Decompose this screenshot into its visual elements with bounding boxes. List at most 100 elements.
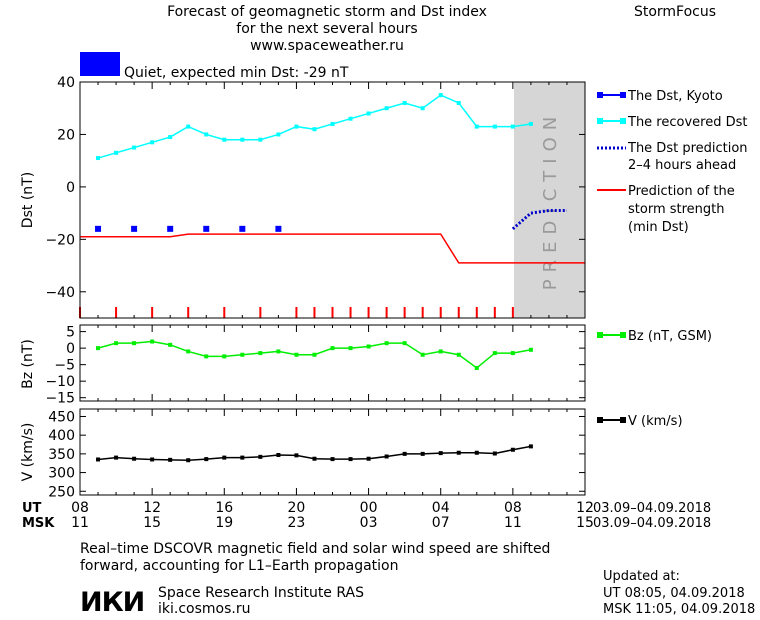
msk-tick-label: 19 [215, 515, 233, 531]
ut-tick-label: 16 [215, 500, 233, 516]
institute-site: iki.cosmos.ru [158, 601, 250, 617]
dst-recovered-point [348, 116, 353, 121]
bz-point [474, 365, 479, 370]
legend-recovered-marker-b [620, 118, 626, 124]
legend-prediction-l2: 2–4 hours ahead [628, 158, 736, 173]
dst-kyoto-point [203, 225, 210, 232]
bz-frame [79, 324, 586, 402]
dst-recovered-point [402, 100, 407, 105]
bz-point [420, 352, 425, 357]
dst-recovered-point [474, 124, 479, 129]
dst-recovered-point [276, 132, 281, 137]
y-tick-label: −5 [54, 358, 75, 374]
dst-recovered-point [528, 121, 533, 126]
dst-ylabel: Dst (nT) [20, 172, 36, 228]
y-tick-label: 350 [48, 447, 75, 463]
brand-title: StormFocus [634, 4, 716, 20]
v-point [222, 455, 227, 460]
dst-recovered-point [330, 121, 335, 126]
footer-note-line1: Real–time DSCOVR magnetic field and sola… [80, 541, 550, 557]
institute-name: Space Research Institute RAS [158, 585, 364, 601]
dst-recovered-point [96, 156, 101, 161]
dst-recovered-point [114, 150, 119, 155]
legend-strength-l2: storm strength [628, 202, 725, 217]
msk-tick-label: 03 [360, 515, 378, 531]
status-color-box [80, 52, 120, 76]
dst-kyoto-point [131, 225, 138, 232]
legend-prediction-l1: The Dst prediction [627, 141, 748, 156]
msk-tick-label: 11 [504, 515, 522, 531]
y-tick-label: 40 [57, 75, 75, 91]
status-text: Quiet, expected min Dst: -29 nT [124, 65, 349, 81]
legend-kyoto-marker-b [620, 92, 626, 98]
y-tick-label: 400 [48, 428, 75, 444]
v-point [366, 456, 371, 461]
dst-recovered-point [492, 124, 497, 129]
y-tick-label: −40 [45, 285, 75, 301]
ut-tick-label: 20 [288, 500, 306, 516]
dst-plot: 40 20 0 −20 −40 [45, 75, 586, 318]
legend-bz-marker-b [620, 332, 626, 338]
bz-point [438, 349, 443, 354]
v-point [420, 451, 425, 456]
v-point [204, 457, 209, 462]
y-tick-label: 300 [48, 466, 75, 482]
v-point [348, 457, 353, 462]
title-line1: Forecast of geomagnetic storm and Dst in… [167, 4, 487, 20]
dst-recovered-point [168, 135, 173, 140]
legend-strength-l1: Prediction of the [628, 184, 735, 199]
v-point [96, 457, 101, 462]
dst-recovered-line [97, 94, 532, 159]
dst-recovered-point [240, 137, 245, 142]
v-point [294, 453, 299, 458]
v-point [456, 450, 461, 455]
bz-point [294, 352, 299, 357]
dst-recovered-point [420, 106, 425, 111]
bz-point [330, 346, 335, 351]
bz-point [384, 341, 389, 346]
bz-point [150, 339, 155, 344]
updated-msk: MSK 11:05, 04.09.2018 [603, 602, 755, 617]
msk-label: MSK [22, 516, 55, 531]
ut-tick-label: 08 [71, 500, 89, 516]
v-point [492, 451, 497, 456]
legend-strength-l3: (min Dst) [628, 220, 689, 235]
dst-recovered-point [510, 124, 515, 129]
bz-point [96, 346, 101, 351]
y-tick-label: 450 [48, 409, 75, 425]
msk-tick-label: 15 [576, 515, 594, 531]
bz-ylabel: Bz (nT) [20, 339, 36, 389]
bz-point [240, 352, 245, 357]
y-tick-label: 0 [66, 180, 75, 196]
bz-point [510, 351, 515, 356]
dst-recovered-point [384, 106, 389, 111]
v-ylabel: V (km/s) [20, 423, 36, 482]
dst-recovered-point [312, 127, 317, 132]
bz-point [114, 341, 119, 346]
bz-point [456, 352, 461, 357]
title-line2: for the next several hours [236, 21, 417, 37]
v-point [438, 451, 443, 456]
storm-strength-line [80, 233, 585, 264]
legend: The Dst, Kyoto The recovered Dst The Dst… [597, 89, 748, 429]
v-point [312, 456, 317, 461]
site-url: www.spaceweather.ru [250, 38, 404, 54]
v-point [402, 451, 407, 456]
v-point [186, 458, 191, 463]
msk-tick-label: 11 [71, 515, 89, 531]
v-point [510, 447, 515, 452]
legend-kyoto: The Dst, Kyoto [627, 89, 723, 104]
ut-tick-label: 08 [504, 500, 522, 516]
bz-point [348, 346, 353, 351]
ut-label: UT [22, 501, 42, 516]
bz-point [528, 347, 533, 352]
dst-kyoto-point [167, 225, 174, 232]
ut-tick-label: 12 [576, 500, 594, 516]
y-tick-label: −10 [45, 374, 75, 390]
y-tick-label: −15 [45, 391, 75, 407]
legend-recovered-marker-a [597, 118, 603, 124]
y-tick-label: 0 [66, 341, 75, 357]
updated-label: Updated at: [603, 569, 680, 584]
prediction-label: PREDICTION [540, 110, 561, 290]
ut-tick-label: 04 [432, 500, 450, 516]
